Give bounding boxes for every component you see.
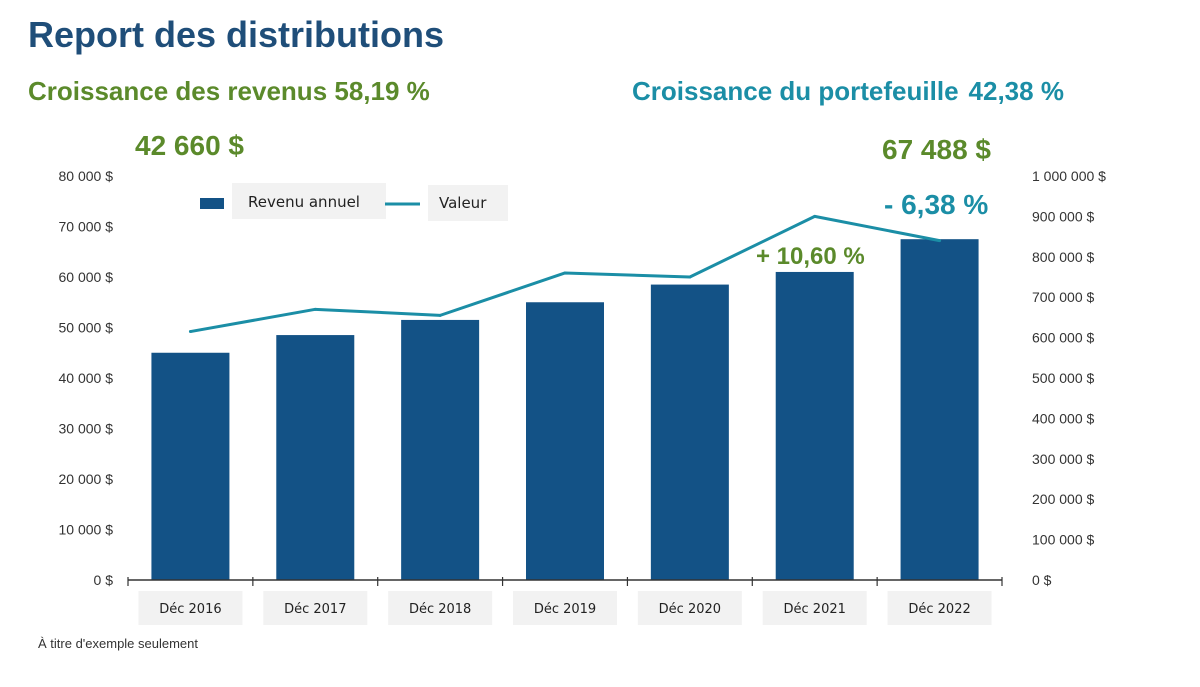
bar [401, 319, 480, 580]
x-tick-label: Déc 2022 [908, 602, 970, 617]
left-tick-label: 70 000 $ [59, 219, 114, 235]
page-title: Report des distributions [28, 14, 445, 55]
bar [900, 239, 979, 580]
right-tick-label: 200 000 $ [1032, 491, 1094, 507]
right-axis: 0 $ 100 000 $ 200 000 $ 300 000 $ 400 000 $ 5… [1032, 168, 1106, 588]
portfolio-change-annotation: - 6,38 % [884, 189, 988, 220]
right-tick-label: 1 000 000 $ [1032, 168, 1106, 184]
right-tick-label: 600 000 $ [1032, 330, 1094, 346]
line-point [938, 239, 942, 243]
right-tick-label: 400 000 $ [1032, 410, 1094, 426]
left-tick-label: 60 000 $ [59, 269, 114, 285]
last-value-annotation: 67 488 $ [882, 134, 991, 165]
left-tick-label: 80 000 $ [59, 168, 114, 184]
x-tick-label: Déc 2018 [409, 602, 471, 617]
left-tick-label: 40 000 $ [59, 370, 114, 386]
x-label-background [762, 591, 867, 625]
line-series [188, 214, 942, 334]
x-tick-label: Déc 2017 [284, 602, 346, 617]
legend-label-bg-bar [232, 183, 386, 219]
bar [151, 352, 230, 580]
legend-swatch-bar [200, 198, 224, 209]
bar [276, 335, 355, 580]
x-label-background [637, 591, 742, 625]
x-labels: Déc 2016 Déc 2017 Déc 2018 Déc 2019 Déc 2020… [138, 591, 992, 625]
x-tick-label: Déc 2020 [659, 602, 721, 617]
legend-label-valeur: Valeur [439, 194, 487, 212]
line-point [563, 271, 567, 275]
legend-label-revenu: Revenu annuel [248, 193, 360, 211]
portfolio-growth-label: Croissance du portefeuille [632, 76, 959, 106]
line-point [438, 313, 442, 317]
x-tick-label: Déc 2019 [534, 602, 596, 617]
left-tick-label: 10 000 $ [59, 522, 114, 538]
legend: Revenu annuel Valeur [200, 183, 508, 221]
x-tick-label: Déc 2016 [159, 602, 221, 617]
x-label-background [388, 591, 493, 625]
right-tick-label: 100 000 $ [1032, 532, 1094, 548]
income-growth-label: Croissance des revenus 58,19 % [28, 76, 430, 106]
x-label-background [887, 591, 992, 625]
left-tick-label: 30 000 $ [59, 421, 114, 437]
right-tick-label: 900 000 $ [1032, 208, 1094, 224]
right-tick-label: 300 000 $ [1032, 451, 1094, 467]
bar [526, 302, 604, 580]
left-tick-label: 20 000 $ [59, 471, 114, 487]
line-point [688, 275, 692, 279]
bar-series [127, 239, 1003, 586]
x-label-background [513, 591, 617, 625]
portfolio-growth-value: 42,38 % [968, 76, 1064, 106]
first-value-annotation: 42 660 $ [135, 130, 244, 161]
left-tick-label: 0 $ [94, 572, 114, 588]
x-tick-label: Déc 2021 [784, 602, 846, 617]
right-tick-label: 0 $ [1032, 572, 1052, 588]
x-label-background [263, 591, 368, 625]
line-point [313, 307, 317, 311]
legend-label-bg-line [428, 185, 508, 221]
left-tick-label: 50 000 $ [59, 320, 114, 336]
x-label-background [138, 591, 243, 625]
footnote: À titre d'exemple seulement [38, 636, 199, 651]
left-axis: 0 $ 10 000 $ 20 000 $ 30 000 $ 40 000 $ 50 00… [59, 168, 114, 588]
portfolio-growth: Croissance du portefeuille 42,38 % [632, 76, 1064, 107]
right-tick-label: 500 000 $ [1032, 370, 1094, 386]
line-point [813, 214, 817, 218]
income-change-annotation: + 10,60 % [756, 243, 865, 270]
line-point [188, 330, 192, 334]
right-tick-label: 800 000 $ [1032, 249, 1094, 265]
bar [650, 284, 729, 580]
right-tick-label: 700 000 $ [1032, 289, 1094, 305]
bar [775, 271, 854, 580]
